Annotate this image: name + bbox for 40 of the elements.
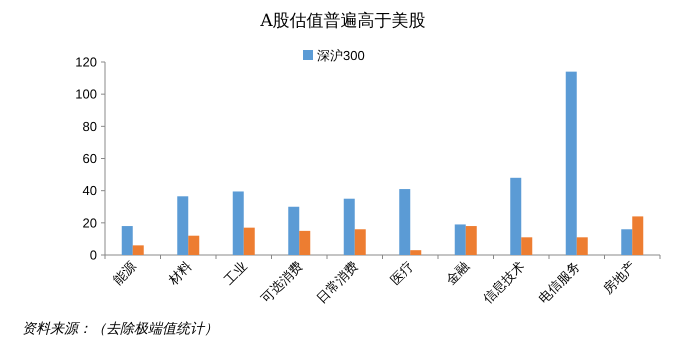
chart-title: A股估值普遍高于美股: [259, 11, 426, 31]
x-tick-label: 日常消费: [313, 258, 361, 306]
x-tick-label: 信息技术: [480, 258, 528, 306]
bar: [521, 237, 532, 255]
y-tick-label: 80: [82, 118, 97, 134]
bar: [576, 237, 588, 255]
y-tick-label: 60: [82, 151, 97, 166]
x-tick-label: 房地产: [600, 258, 638, 297]
bar: [122, 226, 133, 255]
x-tick-label: 医疗: [387, 258, 416, 288]
bar: [454, 224, 466, 255]
bar: [621, 229, 632, 255]
x-tick-label: 能源: [110, 258, 139, 288]
y-tick-label: 20: [82, 215, 97, 230]
y-tick-label: 100: [75, 86, 97, 102]
x-tick-label: 材料: [164, 258, 194, 288]
bar: [399, 189, 410, 255]
bar: [188, 236, 200, 255]
bar: [288, 206, 300, 255]
bar: [632, 216, 644, 255]
x-tick-label: 工业: [220, 258, 250, 288]
bar: [410, 250, 422, 255]
bar: [132, 245, 144, 255]
bar: [354, 229, 366, 255]
y-tick-label: 40: [82, 183, 97, 198]
y-tick-label: 0: [90, 248, 97, 262]
bar: [344, 198, 355, 255]
text: 资料来源：（去除极端值统计）: [22, 321, 218, 337]
bar: [177, 196, 188, 255]
bar: [244, 228, 255, 255]
legend-label: 深沪300: [317, 48, 365, 63]
bar: [232, 191, 244, 255]
y-tick-label: 120: [75, 54, 97, 70]
bar: [510, 178, 522, 255]
x-tick-label: 金融: [442, 258, 472, 288]
bar: [466, 226, 477, 255]
bar: [299, 230, 310, 255]
x-tick-label: 电信服务: [535, 258, 583, 306]
bar: [566, 72, 577, 255]
x-tick-label: 可选消费: [258, 258, 306, 306]
